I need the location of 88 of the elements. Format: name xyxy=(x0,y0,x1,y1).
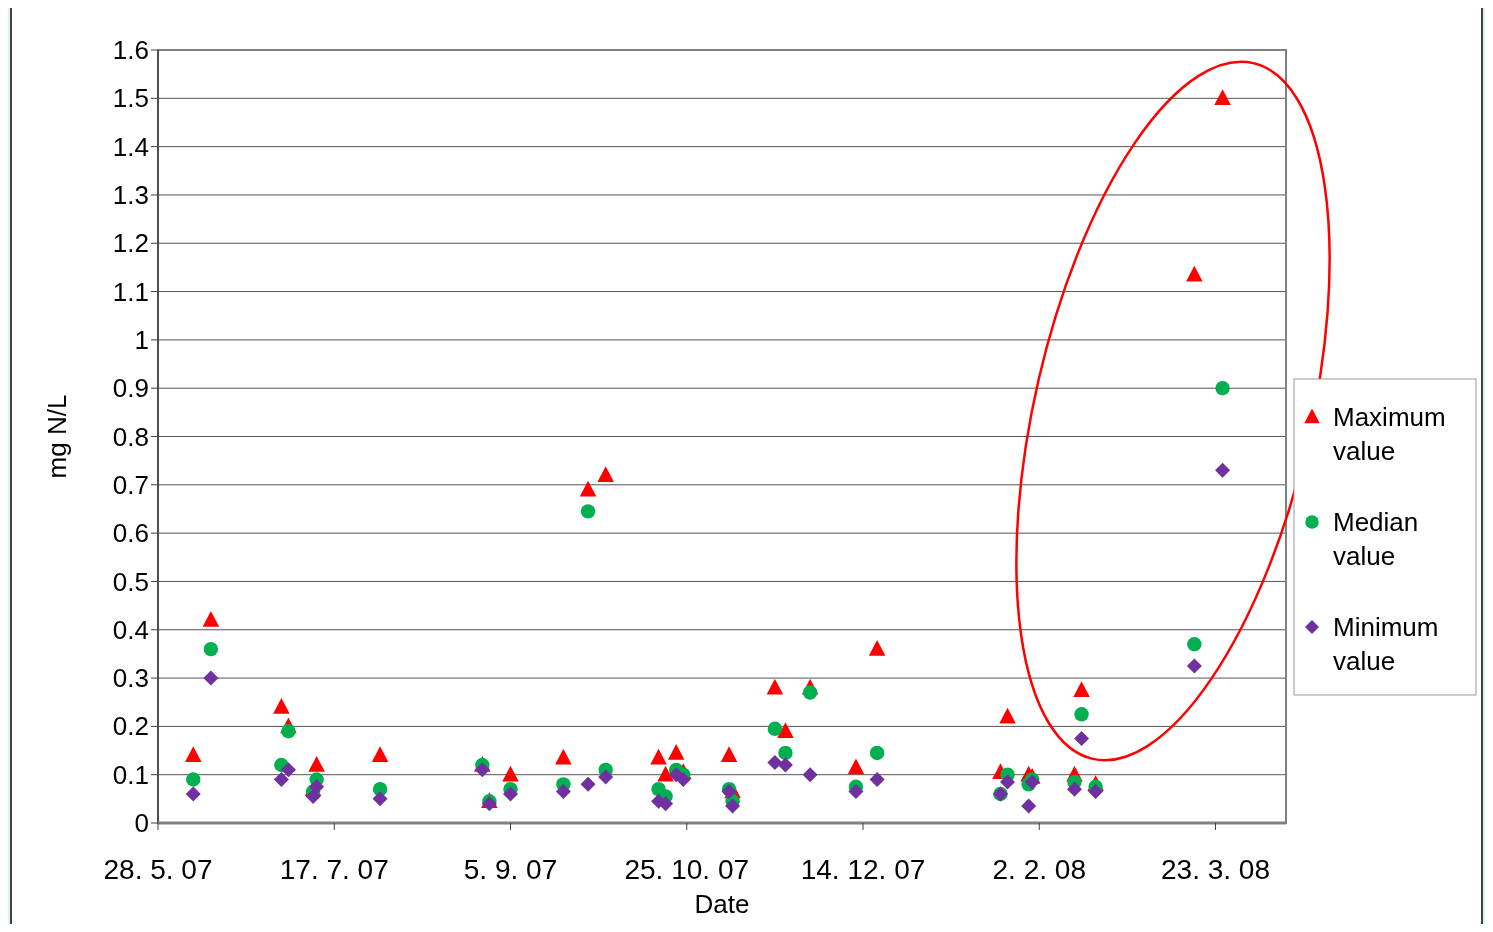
y-tick-label: 0.8 xyxy=(112,421,149,452)
point xyxy=(650,748,667,765)
point xyxy=(555,784,571,800)
point xyxy=(802,685,818,700)
point xyxy=(580,504,596,519)
point xyxy=(1000,774,1016,790)
x-tick-label: 14. 12. 07 xyxy=(800,854,926,885)
y-tick-label: 1.6 xyxy=(112,35,149,66)
x-tick-label: 17. 7. 07 xyxy=(279,854,389,885)
y-tick-label: 0.3 xyxy=(112,663,149,694)
y-tick-label: 1 xyxy=(134,324,149,355)
legend-label: Maximum value xyxy=(1333,402,1446,466)
point xyxy=(308,756,325,772)
point xyxy=(1215,462,1231,478)
point xyxy=(1021,798,1037,814)
point xyxy=(597,466,614,482)
point xyxy=(203,641,219,657)
point xyxy=(778,745,793,761)
point xyxy=(579,480,597,497)
x-tick-label: 2. 2. 08 xyxy=(992,854,1086,885)
point xyxy=(503,786,518,802)
point xyxy=(675,772,691,788)
point xyxy=(502,765,519,782)
point xyxy=(767,755,783,771)
point xyxy=(474,762,490,778)
point xyxy=(598,769,614,785)
point xyxy=(657,765,674,782)
y-tick-label: 0.5 xyxy=(112,566,149,597)
point xyxy=(777,722,794,738)
point xyxy=(1187,637,1202,652)
point xyxy=(273,698,290,714)
legend-label: Minimum value xyxy=(1333,612,1439,676)
y-tick-label: 0 xyxy=(134,808,149,839)
point xyxy=(766,678,784,695)
y-axis-title: mg N/L xyxy=(42,394,72,479)
y-tick-label: 0.4 xyxy=(112,614,149,645)
y-tick-label: 1.2 xyxy=(112,228,149,259)
point xyxy=(658,796,674,812)
point xyxy=(1214,89,1231,106)
point xyxy=(869,772,885,788)
point xyxy=(725,798,741,814)
point xyxy=(580,776,596,792)
point xyxy=(555,748,572,765)
point xyxy=(202,611,220,627)
legend-label: Median value xyxy=(1333,507,1419,571)
point xyxy=(777,757,793,773)
point xyxy=(1186,658,1202,674)
point xyxy=(372,791,388,807)
point xyxy=(371,746,389,763)
y-tick-label: 0.9 xyxy=(112,373,149,404)
y-tick-label: 1.1 xyxy=(112,276,149,307)
y-tick-label: 1.5 xyxy=(112,83,149,114)
x-tick-label: 28. 5. 07 xyxy=(103,854,213,885)
point xyxy=(667,743,685,760)
point xyxy=(868,640,886,656)
point xyxy=(1074,707,1089,722)
y-tick-label: 0.6 xyxy=(112,518,149,549)
point xyxy=(767,721,783,736)
point xyxy=(185,786,201,802)
point xyxy=(1073,681,1090,697)
point xyxy=(309,779,325,795)
y-tick-label: 0.7 xyxy=(112,469,149,500)
x-tick-label: 5. 9. 07 xyxy=(463,854,558,885)
point xyxy=(869,745,885,761)
y-tick-label: 0.2 xyxy=(112,711,149,742)
y-tick-label: 0.1 xyxy=(112,759,149,790)
y-tick-label: 1.4 xyxy=(112,131,149,162)
x-tick-label: 23. 3. 08 xyxy=(1161,854,1270,885)
point xyxy=(1067,781,1082,797)
point xyxy=(1074,730,1090,746)
point xyxy=(847,758,865,775)
point xyxy=(999,707,1016,724)
point xyxy=(185,746,202,763)
x-axis-title: Date xyxy=(694,889,750,919)
x-tick-label: 25. 10. 07 xyxy=(624,854,750,885)
point xyxy=(280,762,296,778)
point xyxy=(281,724,296,739)
point xyxy=(1186,265,1203,282)
point xyxy=(273,772,289,788)
y-tick-label: 1.3 xyxy=(112,180,149,211)
point xyxy=(848,784,864,800)
point xyxy=(186,772,201,787)
point xyxy=(802,767,818,783)
point xyxy=(720,746,738,763)
point xyxy=(1215,380,1230,396)
point xyxy=(305,788,321,804)
point xyxy=(203,670,219,686)
point xyxy=(1088,784,1104,800)
